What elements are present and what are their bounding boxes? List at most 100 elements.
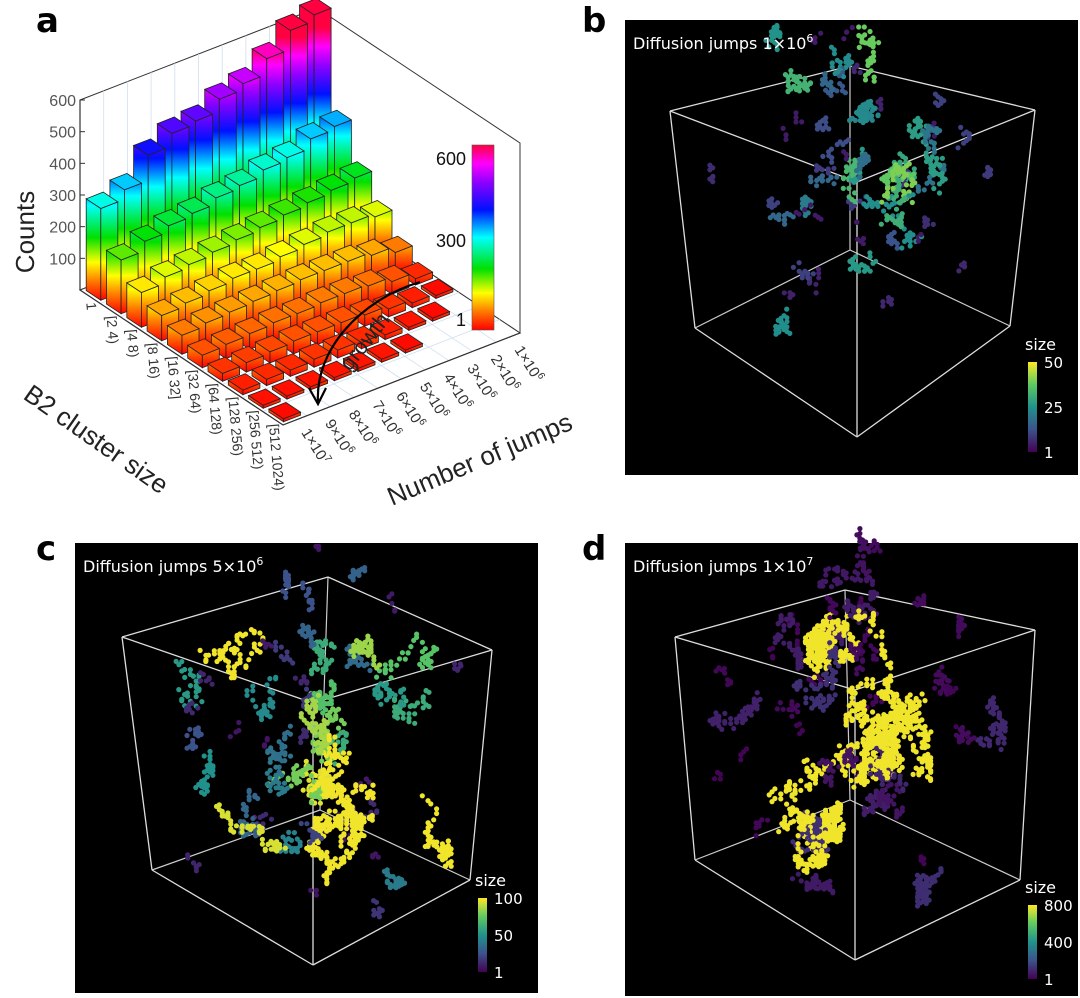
atom xyxy=(820,126,826,132)
atom xyxy=(888,699,894,705)
bar-top xyxy=(156,116,190,134)
bar xyxy=(389,333,424,354)
atom xyxy=(267,775,273,781)
atom xyxy=(847,117,853,123)
atom xyxy=(804,861,810,867)
atom xyxy=(267,696,273,702)
bar-top xyxy=(254,335,288,353)
atom xyxy=(959,733,965,739)
title-text: Diffusion jumps 5×10 xyxy=(83,557,256,576)
atom xyxy=(792,787,798,793)
bar-top xyxy=(197,235,231,253)
atom xyxy=(398,688,404,694)
atom xyxy=(837,832,843,839)
atom xyxy=(834,568,841,574)
atom xyxy=(353,782,359,788)
atom xyxy=(753,833,759,839)
bar-top xyxy=(230,345,265,364)
atom xyxy=(287,753,294,759)
atom xyxy=(323,761,329,767)
atom xyxy=(828,827,834,833)
atom xyxy=(888,665,894,671)
atom xyxy=(902,238,908,244)
atom xyxy=(827,597,833,603)
atom xyxy=(801,813,807,820)
atom xyxy=(819,173,826,179)
atom xyxy=(303,686,310,692)
atom xyxy=(344,826,350,832)
atom xyxy=(250,697,256,703)
atom xyxy=(412,711,418,717)
atom xyxy=(829,625,835,631)
atom xyxy=(936,672,942,678)
atom xyxy=(396,656,403,662)
atom xyxy=(190,673,196,679)
atom xyxy=(852,157,858,163)
atom xyxy=(956,633,962,640)
bar-top xyxy=(329,276,363,295)
growth-arrowhead xyxy=(308,387,327,407)
atom xyxy=(422,843,428,850)
atom xyxy=(849,695,855,701)
atom xyxy=(219,813,225,819)
atom xyxy=(864,713,870,720)
atom xyxy=(816,270,822,276)
atom xyxy=(811,631,817,637)
atom xyxy=(944,677,951,684)
atom xyxy=(931,145,937,151)
atom xyxy=(792,782,798,788)
atom xyxy=(833,659,839,666)
atom xyxy=(318,731,324,738)
atom xyxy=(858,577,864,584)
atom xyxy=(784,319,790,325)
atom xyxy=(864,743,871,749)
bar-top xyxy=(200,181,234,199)
atom xyxy=(854,671,860,677)
atom xyxy=(225,664,232,670)
atom xyxy=(781,627,787,633)
atom xyxy=(940,686,946,692)
atom xyxy=(251,644,257,650)
atom xyxy=(313,543,319,549)
atom xyxy=(897,779,903,785)
atom xyxy=(816,275,822,281)
atom xyxy=(849,24,855,31)
atom xyxy=(394,715,401,721)
bar-top xyxy=(251,362,285,380)
atom xyxy=(778,791,784,797)
atom xyxy=(366,814,373,820)
cluster-atoms xyxy=(707,526,1008,909)
atom xyxy=(260,821,266,827)
atom xyxy=(785,78,791,84)
atom xyxy=(287,723,293,729)
atom xyxy=(722,718,728,725)
atom xyxy=(251,628,257,634)
atom xyxy=(865,62,871,68)
atom xyxy=(890,217,896,223)
atom xyxy=(199,699,205,705)
atom xyxy=(810,762,816,768)
atom xyxy=(854,666,860,672)
atom xyxy=(805,270,811,276)
atom xyxy=(867,693,873,699)
atom xyxy=(797,73,803,80)
atom xyxy=(324,859,330,865)
bar-top xyxy=(193,273,227,292)
atom xyxy=(317,660,323,666)
atom xyxy=(882,695,888,701)
atom xyxy=(822,71,828,77)
atom xyxy=(338,796,344,802)
atom xyxy=(790,839,796,845)
atom xyxy=(901,174,907,180)
bar-top xyxy=(274,353,309,371)
atom xyxy=(862,77,869,83)
atom xyxy=(862,40,868,46)
bar-top xyxy=(298,0,332,16)
atom xyxy=(953,732,959,738)
bar xyxy=(207,356,241,383)
atom xyxy=(176,687,182,693)
atom xyxy=(870,622,876,628)
atom xyxy=(823,572,829,578)
atom xyxy=(804,830,811,836)
atom xyxy=(227,734,233,740)
